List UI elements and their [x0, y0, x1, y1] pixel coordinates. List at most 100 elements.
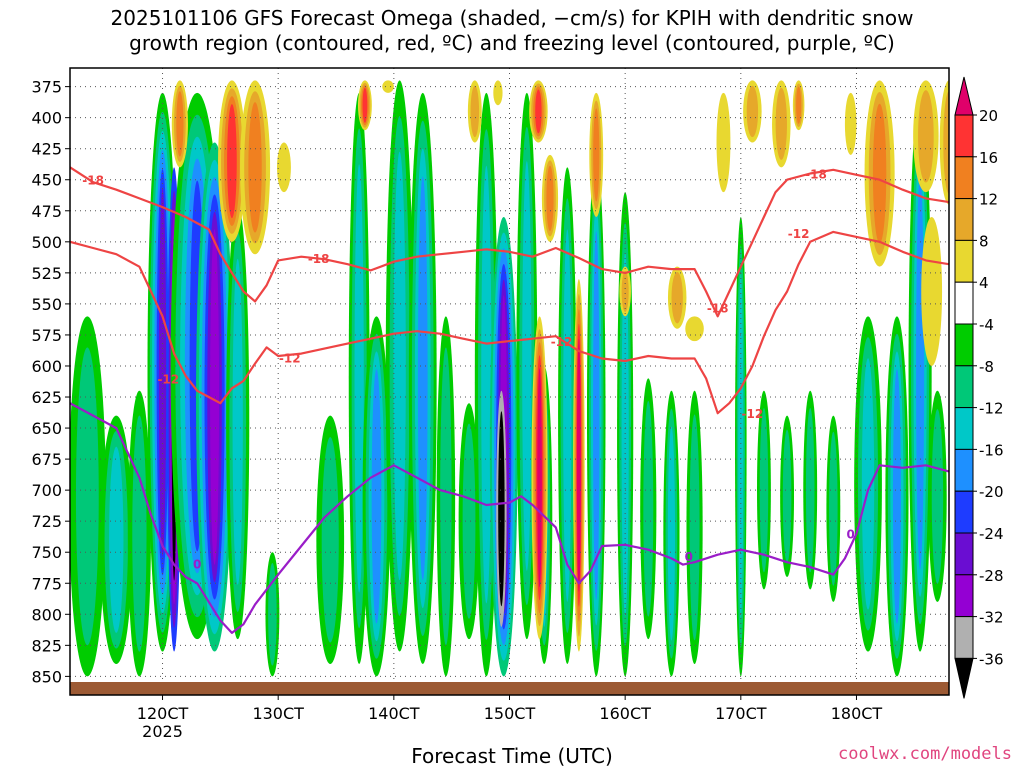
- shading-cell: [75, 347, 99, 646]
- shading-cell: [176, 91, 184, 157]
- colorbar-swatch: [954, 156, 974, 200]
- dgz-contour-label: -12: [788, 227, 810, 241]
- y-tick-label: 775: [31, 574, 62, 593]
- shading-cell: [921, 216, 943, 366]
- shading-cell: [716, 92, 731, 193]
- shading-cell: [382, 80, 394, 93]
- colorbar-swatch: [954, 448, 974, 492]
- shading-cell: [210, 229, 220, 565]
- colorbar-swatch: [954, 281, 974, 325]
- shading-cell: [493, 80, 503, 106]
- dgz-contour-label: -12: [551, 335, 573, 349]
- shading-cell: [916, 174, 925, 570]
- shading-cell: [498, 411, 505, 607]
- shading-cell: [829, 431, 838, 586]
- colorbar-swatch: [954, 407, 974, 450]
- colorbar-swatch: [954, 114, 974, 158]
- shading-cell: [522, 161, 532, 571]
- shading-cell: [232, 258, 243, 585]
- shading-cell: [844, 92, 857, 155]
- dgz-contour: [70, 230, 949, 415]
- dgz-contour: [70, 166, 949, 318]
- colorbar-label: -28: [979, 567, 1004, 585]
- shading-cell: [277, 142, 291, 193]
- shading-cell: [872, 103, 887, 244]
- credit-text: coolwx.com/models: [838, 744, 1012, 764]
- shading-cell: [943, 91, 949, 194]
- colorbar-label: 12: [979, 191, 998, 209]
- x-tick-label: 140CT: [368, 704, 420, 723]
- colorbar-swatch: [954, 323, 974, 367]
- freezing-level-contour-label: 0: [685, 550, 693, 564]
- terrain-layer: [70, 682, 949, 695]
- shading-cell: [685, 316, 704, 342]
- dgz-contour-label: -12: [157, 372, 179, 386]
- x-tick-label: 120CT: [137, 704, 189, 723]
- colorbar-swatch: [954, 365, 974, 409]
- y-tick-label: 750: [31, 543, 62, 562]
- y-tick-label: 825: [31, 636, 62, 655]
- shading-cell: [576, 338, 581, 592]
- y-tick-label: 800: [31, 605, 62, 624]
- shading-cell: [227, 104, 237, 219]
- axes-layer: 375 400 425 450 475 500 525 550 575 600 625 650 675 7…: [31, 67, 950, 741]
- colorbar-label: 8: [979, 232, 989, 250]
- shading-cell: [481, 165, 492, 604]
- shading-cell: [535, 89, 542, 134]
- shading-cell: [621, 270, 629, 313]
- colorbar-label: 20: [979, 107, 998, 125]
- colorbar-swatch: [954, 574, 974, 618]
- shading-cell: [931, 409, 944, 584]
- colorbar-swatch: [954, 490, 974, 534]
- dgz-contour-label: -12: [742, 407, 764, 421]
- dgz-contour-label: -12: [279, 351, 301, 365]
- y-tick-label: 450: [31, 171, 62, 190]
- shading-cell: [775, 87, 787, 160]
- omega-shading-layer: [70, 68, 949, 695]
- dgz-contour-label: -18: [308, 252, 330, 266]
- shading-cell: [621, 252, 629, 616]
- y-tick-label: 525: [31, 264, 62, 283]
- colorbar-label: -24: [979, 525, 1004, 543]
- colorbar-bottom-arrow: [954, 657, 974, 699]
- shading-cell: [462, 423, 476, 619]
- shading-cell: [738, 274, 744, 619]
- shading-cell: [537, 368, 542, 588]
- shading-cell: [643, 400, 654, 617]
- y-tick-label: 475: [31, 202, 62, 221]
- shading-cell: [746, 85, 759, 138]
- colorbar-label: -4: [979, 316, 994, 334]
- y-tick-label: 650: [31, 419, 62, 438]
- colorbar-swatch: [954, 616, 974, 659]
- shading-cell: [671, 272, 683, 324]
- freezing-level-contour: [70, 402, 949, 634]
- shading-cell: [861, 358, 875, 610]
- shading-cell: [689, 414, 700, 641]
- shading-cell: [796, 86, 802, 124]
- y-tick-label: 375: [31, 78, 62, 97]
- chart-title-line2: growth region (contoured, red, ºC) and f…: [129, 31, 895, 55]
- x-tick-label: 130CT: [252, 704, 304, 723]
- shading-cell: [918, 90, 934, 183]
- colorbar-label: -16: [979, 441, 1004, 459]
- colorbar-swatch: [954, 532, 974, 576]
- shading-cell: [546, 165, 554, 231]
- y-tick-label: 725: [31, 512, 62, 531]
- shading-cell: [782, 429, 792, 564]
- y-tick-label: 850: [31, 667, 62, 686]
- colorbar-label: -12: [979, 400, 1004, 418]
- colorbar-label: -8: [979, 358, 994, 376]
- x-tick-label: 170CT: [715, 704, 767, 723]
- colorbar-label: 16: [979, 149, 998, 167]
- freezing-level-contour-label: 0: [847, 528, 855, 542]
- shading-cell: [248, 102, 262, 233]
- x-tick-label: 150CT: [484, 704, 536, 723]
- shading-cell: [440, 347, 452, 646]
- shading-cell: [593, 231, 600, 600]
- y-tick-label: 575: [31, 326, 62, 345]
- contour-layer: -18 -18 -18 -18 -12 -12 -12 -12 -12 0 0 0: [70, 166, 949, 634]
- freezing-level-contour-label: 0: [193, 557, 201, 571]
- colorbar: 20 16 12 8 4 -4 -8 -12 -16 -20 -24 -28 -32 -36: [954, 76, 1004, 699]
- shading-cell: [892, 369, 901, 624]
- y-tick-label: 700: [31, 481, 62, 500]
